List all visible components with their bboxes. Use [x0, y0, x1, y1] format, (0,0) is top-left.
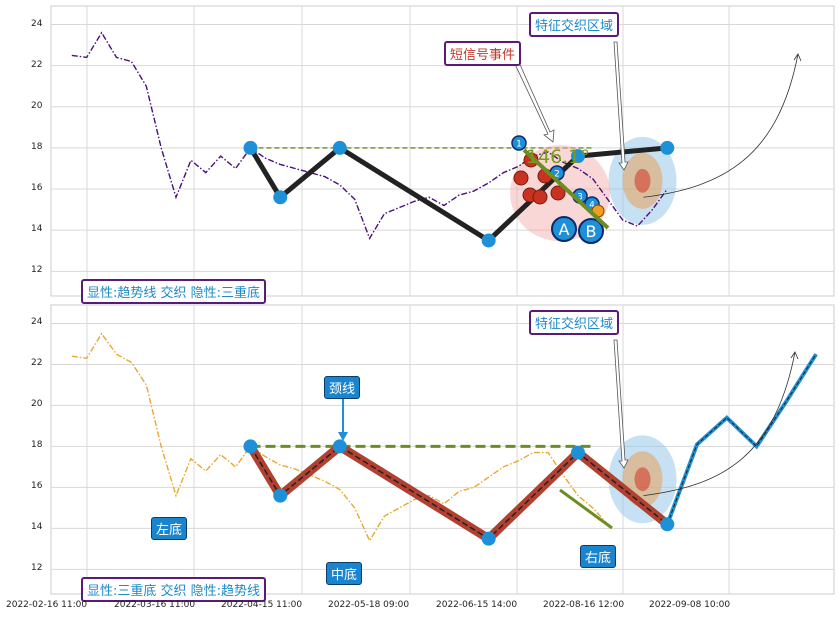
- x-tick-label: 2022-05-18 09:00: [328, 600, 410, 610]
- trend-curve: [643, 53, 799, 198]
- price-series-line: [71, 31, 668, 240]
- signal-marker: [513, 170, 529, 186]
- top-feature-zone-label: 特征交织区域: [529, 12, 620, 37]
- trend-curve: [643, 351, 796, 497]
- trend-curve-head: [790, 351, 799, 360]
- feature-zone-arrow: [613, 339, 629, 469]
- y-tick-label: 14: [31, 522, 43, 533]
- y-tick-label: 18: [31, 141, 43, 152]
- x-tick-label: 2022-08-16 12:00: [543, 600, 625, 610]
- y-tick-label: 18: [31, 440, 43, 451]
- y-tick-label: 16: [31, 183, 43, 194]
- x-tick-label: 2022-09-08 10:00: [649, 600, 731, 610]
- pattern-node: [660, 517, 675, 532]
- pattern-node: [332, 140, 347, 155]
- y-tick-label: 20: [31, 100, 43, 111]
- numbered-marker-label: 4: [589, 201, 595, 211]
- x-tick-label: 2022-04-15 11:00: [221, 600, 303, 610]
- numbered-marker: [511, 135, 527, 151]
- pattern-node: [481, 531, 496, 546]
- bottom-feature-zone-label: 特征交织区域: [529, 310, 620, 335]
- signal-marker: [532, 189, 548, 205]
- pattern-node: [570, 149, 585, 164]
- projection-line: [666, 353, 817, 525]
- neckline-arrow-head: [338, 432, 348, 441]
- signal-trend-band: [522, 148, 610, 230]
- y-tick-label: 12: [31, 265, 43, 276]
- top-legend: 显性:趋势线 交织 隐性:三重底: [81, 279, 267, 304]
- pattern-node: [273, 190, 288, 205]
- y-tick-label: 24: [31, 18, 43, 29]
- y-tick-label: 16: [31, 481, 43, 492]
- neckline-label: 颈线: [324, 376, 361, 399]
- pattern-line: [249, 445, 668, 540]
- short-signal-arrow: [513, 59, 555, 143]
- letter-marker: [551, 216, 577, 242]
- left-bottom-label: 左底: [151, 517, 188, 540]
- pattern-node: [660, 140, 675, 155]
- signal-marker: [523, 152, 539, 168]
- x-tick-label: 2022-06-15 14:00: [436, 600, 518, 610]
- x-tick-label: 2022-02-16 11:00: [6, 600, 88, 610]
- plot-frame: [50, 5, 835, 297]
- numbered-marker-label: 1: [516, 140, 522, 150]
- plot-frame: [50, 304, 835, 595]
- numbered-marker-label: 2: [554, 170, 560, 180]
- price-series-line: [71, 332, 609, 543]
- y-tick-label: 20: [31, 399, 43, 410]
- angle-text: 146.1°: [526, 146, 590, 168]
- numbered-marker-label: 3: [577, 193, 583, 203]
- pattern-node: [570, 445, 585, 460]
- x-tick-label: 2022-03-16 11:00: [114, 600, 196, 610]
- pattern-node: [243, 140, 258, 155]
- pattern-node: [332, 439, 347, 454]
- letter-marker: [578, 218, 604, 244]
- letter-marker-label: B: [586, 222, 597, 241]
- y-tick-label: 14: [31, 224, 43, 235]
- right-bottom-label: 右底: [580, 545, 617, 568]
- feature-zone-core: [634, 168, 651, 193]
- feature-zone-core: [634, 467, 651, 492]
- y-tick-label: 12: [31, 563, 43, 574]
- signal-trend-band: [559, 488, 613, 530]
- pattern-node: [481, 233, 496, 248]
- panel-bottom: [50, 304, 835, 595]
- y-tick-label: 22: [31, 59, 43, 70]
- letter-marker-label: A: [559, 220, 570, 239]
- pattern-line: [248, 145, 668, 243]
- middle-bottom-label: 中底: [326, 562, 363, 585]
- trend-curve-head: [793, 53, 802, 62]
- bottom-legend: 显性:三重底 交织 隐性:趋势线: [81, 577, 267, 602]
- feature-zone-arrow: [613, 41, 629, 171]
- y-tick-label: 22: [31, 358, 43, 369]
- pattern-node: [243, 439, 258, 454]
- signal-marker: [550, 185, 566, 201]
- short-signal-label: 短信号事件: [444, 41, 522, 66]
- y-tick-label: 24: [31, 317, 43, 328]
- panel-top: 1 2 34 A B: [50, 5, 835, 297]
- pattern-node: [273, 488, 288, 503]
